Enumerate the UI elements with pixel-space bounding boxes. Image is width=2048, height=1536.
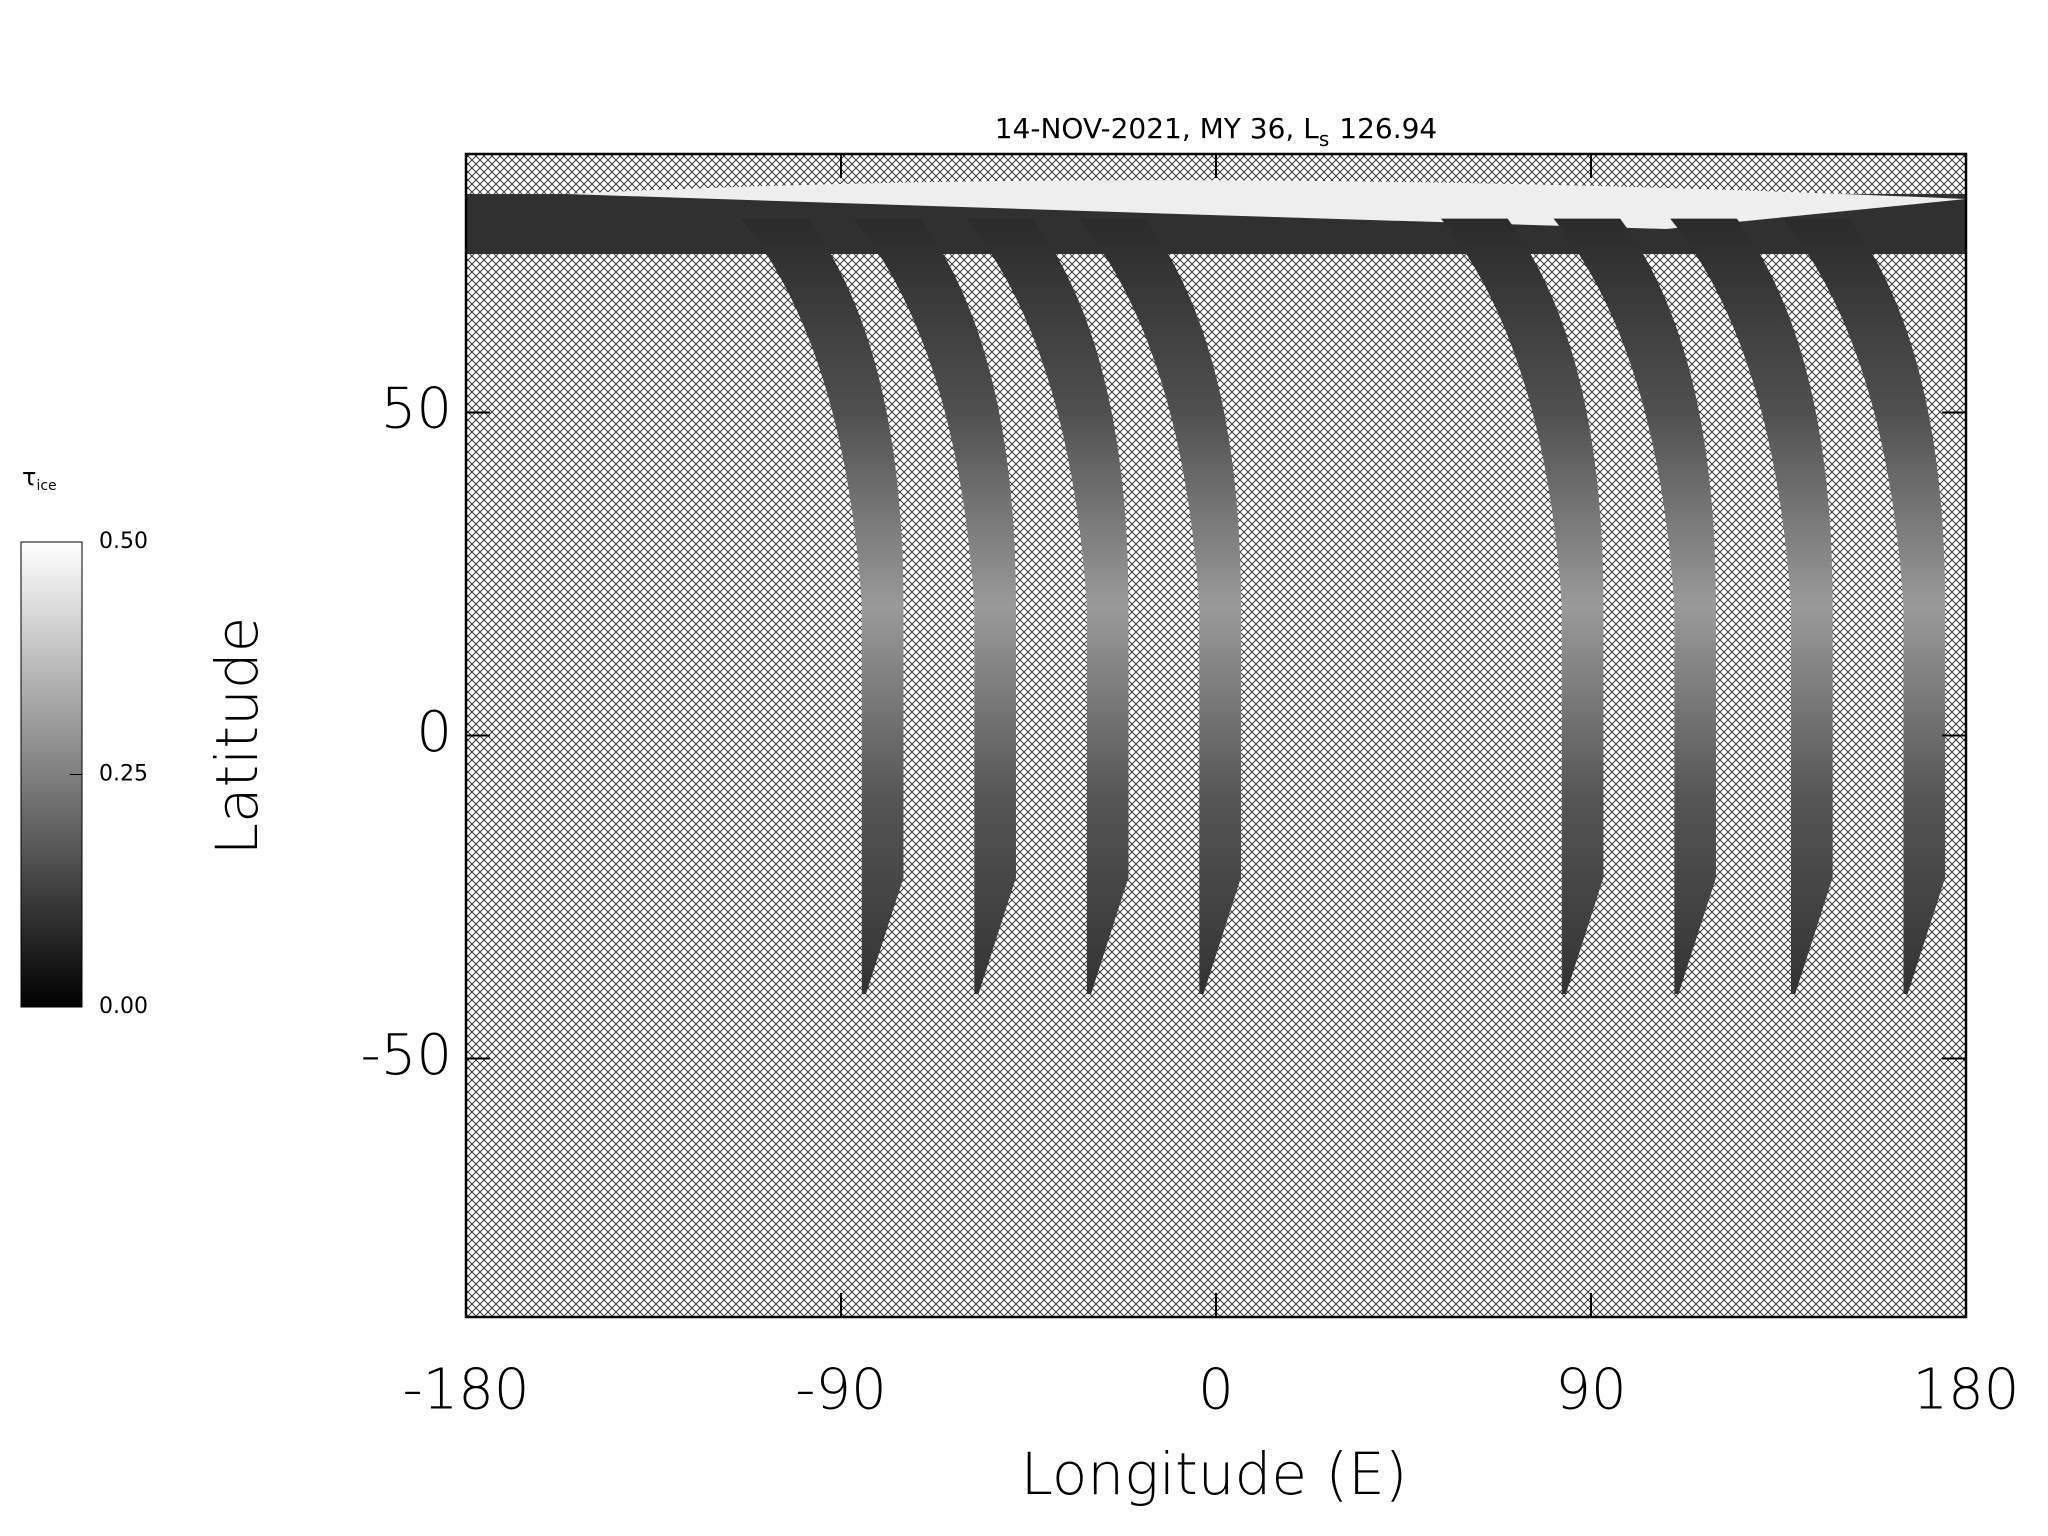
colorbar-tick-label: 0.50 [99,529,148,554]
title-value: 126.94 [1339,112,1437,145]
swath [1441,218,1604,994]
swath [741,218,904,994]
swaths [466,180,1966,994]
y-tick-label: -50 [361,1023,452,1088]
title-main: 14-NOV-2021, MY 36, [995,112,1295,145]
x-tick-label: 180 [1913,1357,2020,1422]
title-subscript: s [1319,127,1329,151]
swath [1782,218,1946,994]
x-axis-label: Longitude (E) [1021,1440,1408,1508]
colorbar-tick-label: 0.25 [99,762,148,787]
y-tick-label: 0 [416,700,452,765]
y-axis-label: Latitude [203,617,271,856]
colorbar-label: τice [22,463,57,494]
x-tick-label: -180 [402,1357,529,1422]
x-tick-label: -90 [795,1357,886,1422]
colorbar-symbol: τ [22,463,36,491]
chart-title: 14-NOV-2021, MY 36, Ls 126.94 [995,112,1438,151]
swath [1078,218,1241,994]
x-tick-label: 0 [1198,1357,1234,1422]
swath [1553,218,1716,994]
swath [966,218,1129,994]
polar-cap [566,180,1966,229]
swath [853,218,1016,994]
colorbar-tick-label: 0.00 [99,994,148,1019]
swath [1670,218,1833,994]
y-tick-label: 50 [381,377,452,442]
x-tick-label: 90 [1555,1357,1626,1422]
title-symbol: L [1303,112,1319,145]
colorbar-subscript: ice [36,478,56,494]
